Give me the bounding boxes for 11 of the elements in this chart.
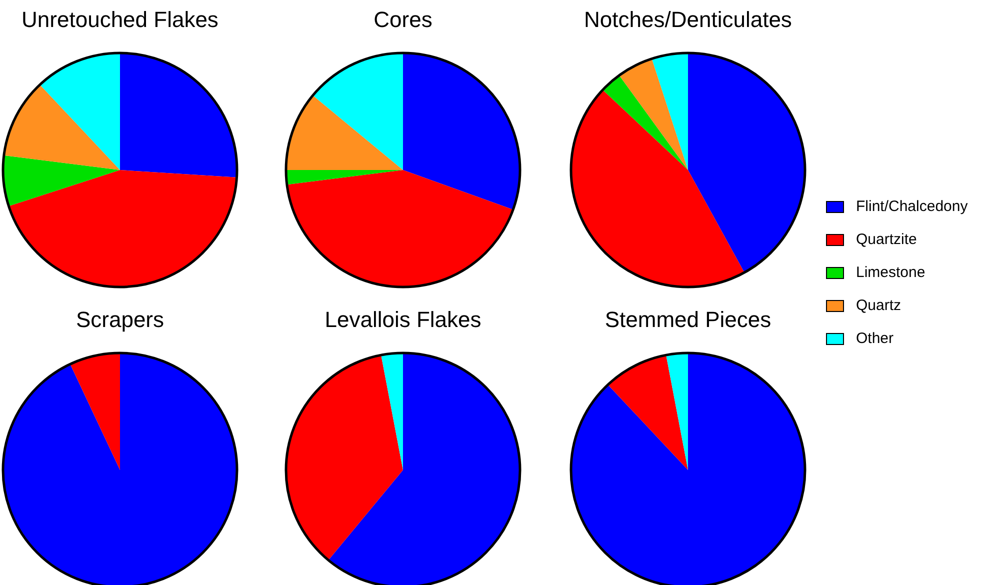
chart-title: Unretouched Flakes (20, 6, 220, 34)
legend-label: Limestone (856, 264, 926, 281)
chart-title: Levallois Flakes (324, 306, 482, 334)
chart-title: Notches/Denticulates (583, 6, 793, 34)
chart-title: Scrapers (74, 306, 166, 334)
chart-title: Stemmed Pieces (604, 306, 772, 334)
legend-label: Flint/Chalcedony (856, 198, 968, 215)
legend-label: Quartz (856, 297, 902, 314)
legend-label: Other (856, 330, 894, 347)
legend-label: Quartzite (856, 231, 917, 248)
chart-title: Cores (372, 6, 434, 34)
